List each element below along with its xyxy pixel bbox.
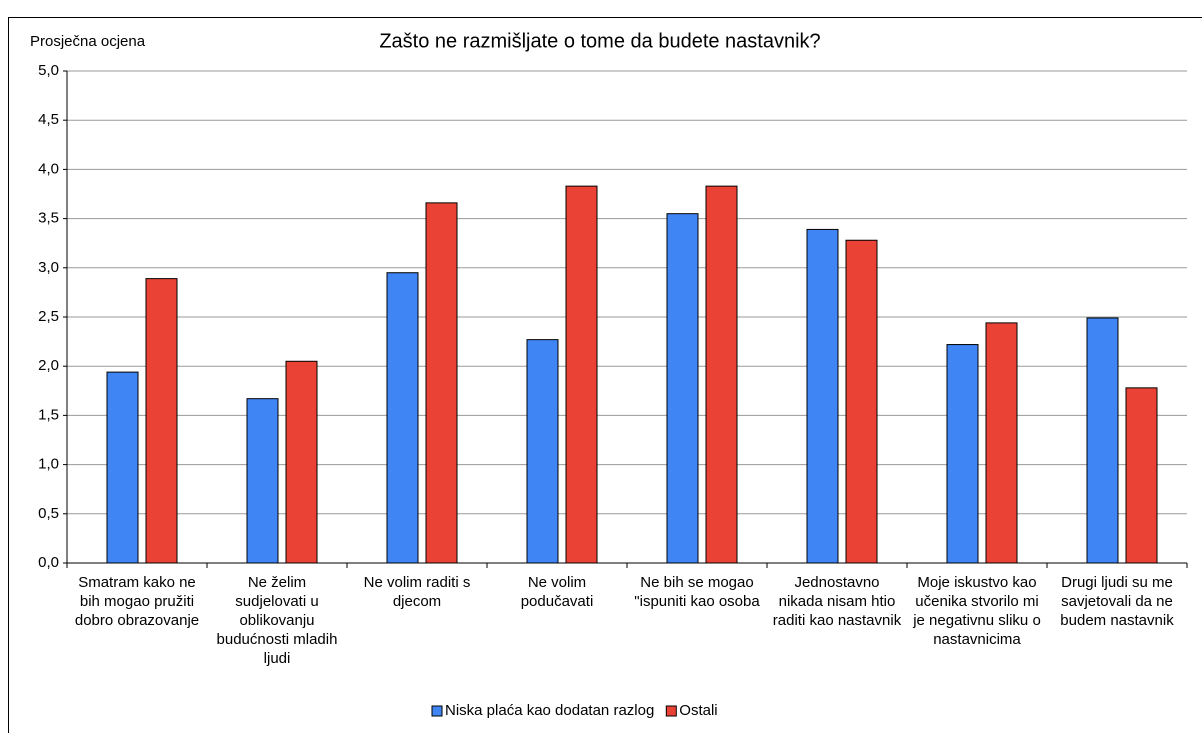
bar xyxy=(985,322,1018,564)
y-tick-label: 3,5 xyxy=(38,210,59,227)
bar xyxy=(425,202,458,564)
bar xyxy=(666,213,699,564)
legend-swatch xyxy=(665,705,677,717)
y-tick-label: 4,0 xyxy=(38,160,59,177)
y-tick-label: 2,0 xyxy=(38,357,59,374)
x-tick-label: Jednostavno nikada nisam htio raditi kao… xyxy=(772,574,902,629)
x-tick-label: Ne želim sudjelovati u oblikovanju buduć… xyxy=(216,574,338,667)
x-tick-label: Moje iskustvo kao učenika stvorilo mi je… xyxy=(913,574,1041,648)
y-axis-label: Prosječna ocjena xyxy=(30,33,146,50)
y-tick-label: 0,5 xyxy=(38,505,59,522)
bar xyxy=(526,339,559,564)
y-tick-label: 1,0 xyxy=(38,456,59,473)
bar xyxy=(705,185,738,564)
y-tick-label: 3,0 xyxy=(38,259,59,276)
legend-label: Niska plaća kao dodatan razlog xyxy=(445,702,654,719)
bar xyxy=(806,228,839,564)
bar xyxy=(946,344,979,564)
x-tick-label: Ne volim podučavati xyxy=(520,574,594,610)
bar xyxy=(386,272,419,564)
y-tick-label: 5,0 xyxy=(38,62,59,79)
x-tick-label: Smatram kako ne bih mogao pružiti dobro … xyxy=(74,574,200,629)
bar xyxy=(145,278,178,564)
y-tick-label: 0,0 xyxy=(38,554,59,571)
legend-swatch xyxy=(431,705,443,717)
y-tick-label: 1,5 xyxy=(38,406,59,423)
bar xyxy=(106,371,139,564)
bar xyxy=(246,398,279,564)
bar xyxy=(1086,317,1119,564)
chart-title: Zašto ne razmišljate o tome da budete na… xyxy=(379,30,820,52)
x-tick-label: Ne volim raditi s djecom xyxy=(363,574,471,610)
bar xyxy=(845,239,878,564)
bar xyxy=(1125,387,1158,564)
x-tick-label: Ne bih se mogao "ispuniti kao osoba xyxy=(634,574,760,610)
frame xyxy=(8,17,1202,733)
y-tick-label: 2,5 xyxy=(38,308,59,325)
bar xyxy=(285,360,318,564)
x-tick-label: Drugi ljudi su me savjetovali da ne bude… xyxy=(1060,574,1174,629)
legend-label: Ostali xyxy=(679,702,717,719)
bar xyxy=(565,185,598,564)
y-tick-label: 4,5 xyxy=(38,111,59,128)
